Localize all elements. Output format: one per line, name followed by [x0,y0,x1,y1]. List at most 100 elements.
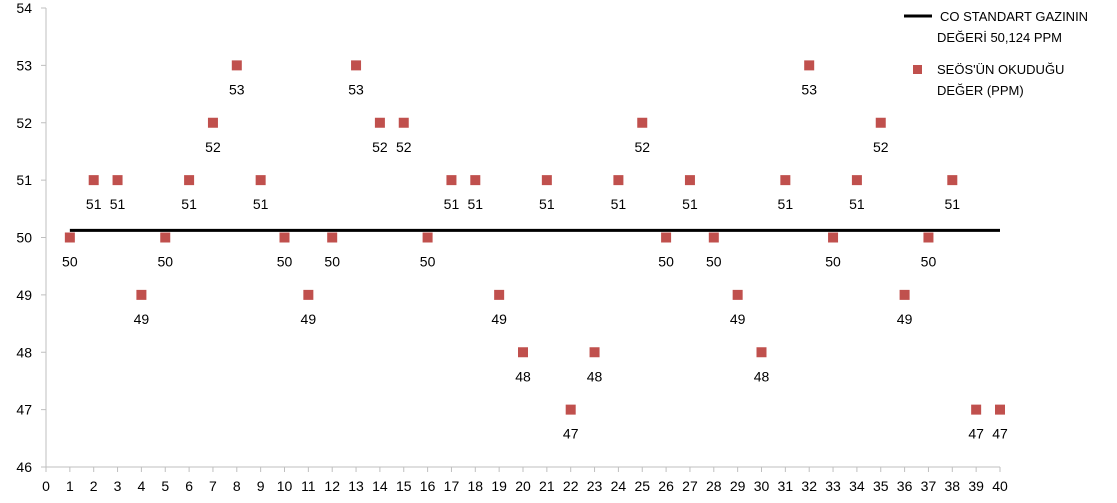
y-tick-label: 52 [16,115,32,131]
data-label: 48 [587,368,603,384]
data-labels: 50 51 51 49 50 51 52 53 51 50 49 50 53 52 52 50 51 51 49 48… [62,81,1008,441]
legend-marker-swatch [913,65,922,74]
x-tick-label: 39 [968,478,984,494]
data-label: 50 [324,254,340,270]
x-tick-label: 6 [185,478,193,494]
data-label: 52 [396,139,412,155]
x-tick-label: 32 [801,478,817,494]
data-point [565,404,576,415]
data-point [661,232,672,243]
data-point [637,117,648,128]
x-tick-label: 36 [897,478,913,494]
data-point [756,347,767,358]
data-label: 50 [706,254,722,270]
legend-line-label-2: DEĞERİ 50,124 PPM [937,30,1062,45]
y-tick-label: 51 [16,172,32,188]
x-tick-label: 10 [277,478,293,494]
data-label: 52 [205,139,221,155]
data-label: 49 [730,311,746,327]
data-label: 52 [873,139,889,155]
x-tick-label: 30 [754,478,770,494]
data-point [231,60,242,71]
data-point [446,175,457,186]
data-point [828,232,839,243]
data-point [327,232,338,243]
x-tick-label: 13 [348,478,364,494]
data-label: 48 [754,368,770,384]
x-tick-label: 29 [730,478,746,494]
data-point [804,60,815,71]
data-label: 51 [539,196,555,212]
x-tick-label: 18 [468,478,484,494]
x-tick-label: 19 [491,478,507,494]
data-label: 51 [253,196,269,212]
data-point [780,175,791,186]
data-label: 51 [611,196,627,212]
data-point [494,289,505,300]
y-tick-label: 50 [16,230,32,246]
data-label: 47 [992,426,1008,442]
data-label: 51 [110,196,126,212]
data-point [541,175,552,186]
data-label: 50 [658,254,674,270]
x-tick-label: 3 [114,478,122,494]
data-point [923,232,934,243]
x-tick-label: 16 [420,478,436,494]
data-point [995,404,1005,415]
x-tick-label: 37 [921,478,937,494]
data-point [613,175,624,186]
data-point [160,232,171,243]
x-tick-label: 25 [634,478,650,494]
data-point [184,175,195,186]
data-label: 47 [563,426,579,442]
x-tick-label: 0 [42,478,50,494]
data-point [589,347,600,358]
y-tick-label: 53 [16,57,32,73]
data-label: 52 [372,139,388,155]
data-label: 47 [968,426,984,442]
legend-line-label-1: CO STANDART GAZININ [940,9,1088,24]
data-point [947,175,958,186]
x-tick-label: 27 [682,478,698,494]
x-tick-label: 26 [658,478,674,494]
data-point [971,404,982,415]
x-tick-label: 34 [849,478,865,494]
x-tick-label: 33 [825,478,841,494]
data-label: 50 [62,254,78,270]
data-label: 51 [86,196,102,212]
data-label: 51 [945,196,961,212]
data-point [851,175,862,186]
x-tick-label: 1 [66,478,74,494]
data-point [112,175,123,186]
x-tick-label: 23 [587,478,603,494]
data-label: 51 [682,196,698,212]
data-point [422,232,433,243]
data-point [899,289,910,300]
data-label: 51 [849,196,865,212]
legend-marker-label-2: DEĞER (PPM) [937,83,1024,98]
data-label: 49 [301,311,317,327]
data-label: 51 [778,196,794,212]
data-label: 53 [348,81,364,97]
data-label: 53 [229,81,245,97]
x-tick-label: 35 [873,478,889,494]
data-point [303,289,314,300]
y-tick-label: 49 [16,287,32,303]
data-label: 50 [157,254,173,270]
data-point [518,347,528,358]
data-label: 50 [277,254,293,270]
x-tick-label: 40 [992,478,1008,494]
y-tick-label: 54 [16,0,32,16]
data-label: 48 [515,368,531,384]
x-tick-label: 15 [396,478,412,494]
data-point [279,232,290,243]
data-point [374,117,385,128]
x-tick-label: 21 [539,478,555,494]
legend: CO STANDART GAZININ DEĞERİ 50,124 PPM SE… [904,9,1088,98]
data-point [207,117,218,128]
data-label: 50 [921,254,937,270]
data-label: 49 [134,311,150,327]
y-tick-label: 48 [16,344,32,360]
x-tick-label: 9 [257,478,265,494]
